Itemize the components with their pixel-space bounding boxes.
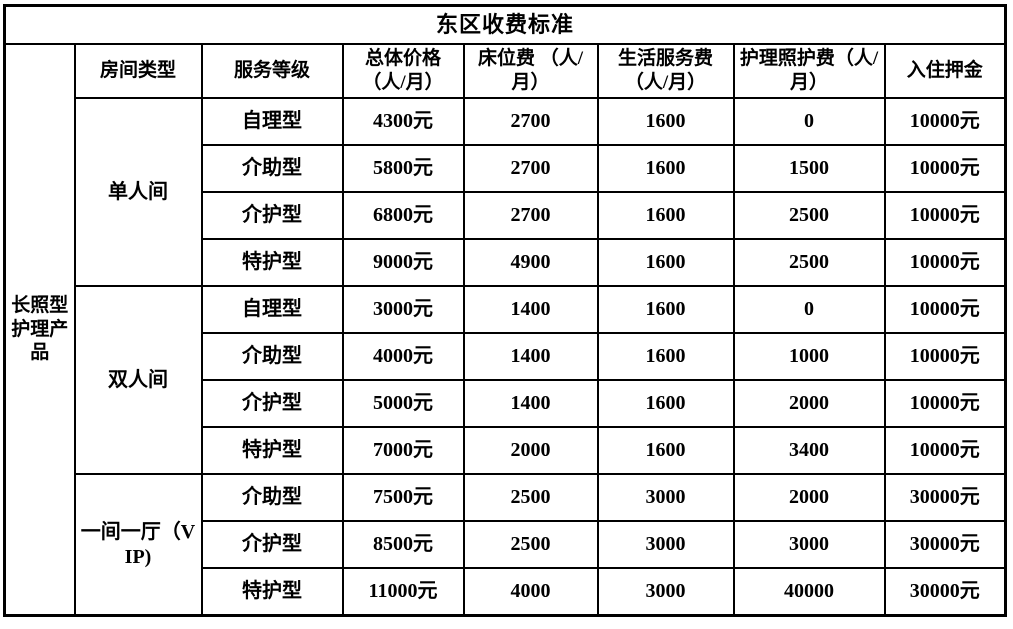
living-service-fee-cell: 1600 <box>596 285 735 334</box>
header-nursing-care-fee: 护理照护费（人/月） <box>732 43 886 99</box>
header-service-level: 服务等级 <box>200 43 344 99</box>
bed-fee-cell: 2000 <box>462 426 599 475</box>
deposit-cell: 10000元 <box>883 238 1007 287</box>
deposit-cell: 10000元 <box>883 285 1007 334</box>
service-level-cell: 自理型 <box>200 285 344 334</box>
deposit-cell: 10000元 <box>883 332 1007 381</box>
nursing-care-fee-cell: 40000 <box>732 567 886 617</box>
table-row: 双人间 自理型 3000元 1400 1600 0 10000元 <box>5 285 1007 475</box>
total-price-cell: 5800元 <box>341 144 465 193</box>
table-row: 介助型 5800元 2700 1600 1500 10000元 <box>5 144 1007 193</box>
fee-standard-table: 东区收费标准 长照型护理产品 房间类型 服务等级 总体价格（人/月） 床位费 （… <box>3 4 1008 617</box>
product-label-cell: 长照型护理产品 <box>3 43 76 617</box>
room-type-cell: 一间一厅（VIP) <box>73 473 203 617</box>
service-level-cell: 介助型 <box>200 473 344 522</box>
total-price-cell: 7000元 <box>341 426 465 475</box>
total-price-cell: 9000元 <box>341 238 465 287</box>
nursing-care-fee-cell: 3400 <box>732 426 886 475</box>
service-level-cell: 特护型 <box>200 238 344 287</box>
bed-fee-cell: 1400 <box>462 379 599 428</box>
header-total-price: 总体价格（人/月） <box>341 43 465 99</box>
header-room-type: 房间类型 <box>73 43 203 99</box>
bed-fee-cell: 2700 <box>462 97 599 146</box>
table-row: 长照型护理产品 房间类型 服务等级 总体价格（人/月） 床位费 （人/月） 生活… <box>3 43 1007 617</box>
nursing-care-fee-cell: 3000 <box>732 520 886 569</box>
bed-fee-cell: 4900 <box>462 238 599 287</box>
total-price-cell: 4300元 <box>341 97 465 146</box>
total-price-cell: 3000元 <box>341 285 465 334</box>
bed-fee-cell: 2700 <box>462 144 599 193</box>
living-service-fee-cell: 1600 <box>596 332 735 381</box>
service-level-cell: 介护型 <box>200 520 344 569</box>
deposit-cell: 30000元 <box>883 473 1007 522</box>
nursing-care-fee-cell: 1500 <box>732 144 886 193</box>
nursing-care-fee-cell: 2500 <box>732 191 886 240</box>
deposit-cell: 10000元 <box>883 379 1007 428</box>
bed-fee-cell: 2500 <box>462 473 599 522</box>
header-deposit: 入住押金 <box>883 43 1007 99</box>
total-price-cell: 7500元 <box>341 473 465 522</box>
living-service-fee-cell: 3000 <box>596 473 735 522</box>
service-level-cell: 介护型 <box>200 191 344 240</box>
table-row: 介护型 5000元 1400 1600 2000 10000元 <box>5 379 1007 428</box>
deposit-cell: 10000元 <box>883 144 1007 193</box>
bed-fee-cell: 2500 <box>462 520 599 569</box>
header-living-service-fee: 生活服务费（人/月） <box>596 43 735 99</box>
nursing-care-fee-cell: 1000 <box>732 332 886 381</box>
living-service-fee-cell: 1600 <box>596 97 735 146</box>
living-service-fee-cell: 1600 <box>596 238 735 287</box>
nursing-care-fee-cell: 0 <box>732 97 886 146</box>
nursing-care-fee-cell: 2500 <box>732 238 886 287</box>
deposit-cell: 30000元 <box>883 520 1007 569</box>
table-row: 介助型 4000元 1400 1600 1000 10000元 <box>5 332 1007 381</box>
deposit-cell: 10000元 <box>883 191 1007 240</box>
service-level-cell: 介助型 <box>200 332 344 381</box>
table-row: 一间一厅（VIP) 介助型 7500元 2500 3000 2000 30000… <box>5 473 1007 617</box>
table-row: 介护型 6800元 2700 1600 2500 10000元 <box>5 191 1007 240</box>
living-service-fee-cell: 3000 <box>596 567 735 617</box>
deposit-cell: 10000元 <box>883 426 1007 475</box>
room-type-cell: 双人间 <box>73 285 203 475</box>
total-price-cell: 6800元 <box>341 191 465 240</box>
service-level-cell: 特护型 <box>200 567 344 617</box>
service-level-cell: 自理型 <box>200 97 344 146</box>
service-level-cell: 介护型 <box>200 379 344 428</box>
nursing-care-fee-cell: 0 <box>732 285 886 334</box>
deposit-cell: 10000元 <box>883 97 1007 146</box>
nursing-care-fee-cell: 2000 <box>732 379 886 428</box>
total-price-cell: 11000元 <box>341 567 465 617</box>
deposit-cell: 30000元 <box>883 567 1007 617</box>
service-level-cell: 介助型 <box>200 144 344 193</box>
living-service-fee-cell: 3000 <box>596 520 735 569</box>
bed-fee-cell: 4000 <box>462 567 599 617</box>
service-level-cell: 特护型 <box>200 426 344 475</box>
bed-fee-cell: 1400 <box>462 285 599 334</box>
living-service-fee-cell: 1600 <box>596 144 735 193</box>
table-title: 东区收费标准 <box>3 4 1007 45</box>
living-service-fee-cell: 1600 <box>596 191 735 240</box>
total-price-cell: 8500元 <box>341 520 465 569</box>
table-row: 特护型 9000元 4900 1600 2500 10000元 <box>5 238 1007 287</box>
table-row: 东区收费标准 <box>3 4 1007 45</box>
table-row: 特护型 11000元 4000 3000 40000 30000元 <box>5 567 1007 617</box>
living-service-fee-cell: 1600 <box>596 426 735 475</box>
living-service-fee-cell: 1600 <box>596 379 735 428</box>
nursing-care-fee-cell: 2000 <box>732 473 886 522</box>
bed-fee-cell: 1400 <box>462 332 599 381</box>
table-row: 介护型 8500元 2500 3000 3000 30000元 <box>5 520 1007 569</box>
room-type-cell: 单人间 <box>73 97 203 287</box>
table-row: 特护型 7000元 2000 1600 3400 10000元 <box>5 426 1007 475</box>
total-price-cell: 5000元 <box>341 379 465 428</box>
header-bed-fee: 床位费 （人/月） <box>462 43 599 99</box>
bed-fee-cell: 2700 <box>462 191 599 240</box>
total-price-cell: 4000元 <box>341 332 465 381</box>
table-row: 单人间 自理型 4300元 2700 1600 0 10000元 <box>5 97 1007 287</box>
